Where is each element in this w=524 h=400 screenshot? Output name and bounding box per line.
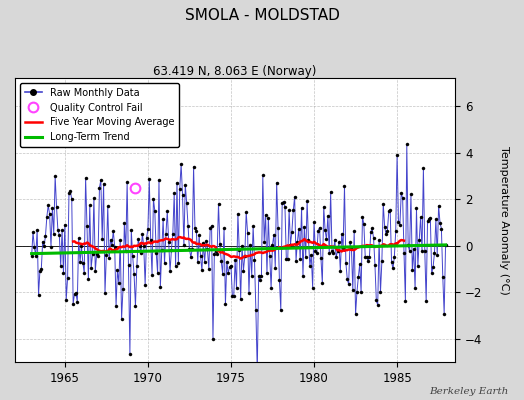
Title: 63.419 N, 8.063 E (Norway): 63.419 N, 8.063 E (Norway) bbox=[154, 65, 317, 78]
Text: Berkeley Earth: Berkeley Earth bbox=[429, 387, 508, 396]
Y-axis label: Temperature Anomaly (°C): Temperature Anomaly (°C) bbox=[499, 146, 509, 294]
Legend: Raw Monthly Data, Quality Control Fail, Five Year Moving Average, Long-Term Tren: Raw Monthly Data, Quality Control Fail, … bbox=[20, 83, 179, 147]
Text: SMOLA - MOLDSTAD: SMOLA - MOLDSTAD bbox=[184, 8, 340, 23]
